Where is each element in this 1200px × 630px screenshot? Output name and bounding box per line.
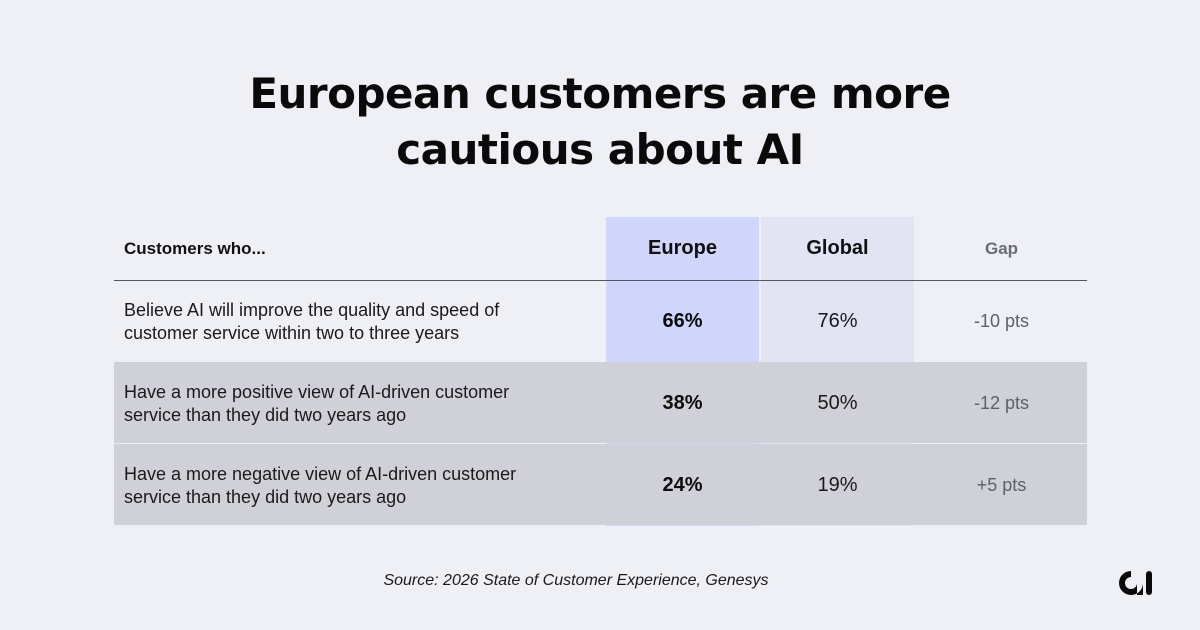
row-label: Believe AI will improve the quality and …: [124, 281, 594, 362]
header-europe: Europe: [648, 237, 717, 259]
source-note: Source: 2026 State of Customer Experienc…: [383, 572, 769, 589]
row-label-line-1: Have a more negative view of AI-driven c…: [124, 463, 517, 484]
row-divider: [114, 444, 1087, 525]
global-value: 50%: [817, 392, 858, 414]
header-gap: Gap: [984, 238, 1019, 258]
title-line-2: cautious about AI: [396, 125, 804, 174]
europe-value: 66%: [662, 310, 703, 332]
global-value: 76%: [817, 310, 858, 332]
genesys-logo-icon: [1119, 571, 1152, 595]
global-value: 19%: [817, 474, 858, 496]
comparison-table: Customers who... Europe Global Gap Belie…: [114, 217, 1087, 526]
row-label-line-2: service than they did two years ago: [124, 486, 407, 507]
header-customers-who: Customers who...: [124, 238, 266, 258]
header-divider: [114, 280, 1087, 281]
europe-value: 24%: [662, 474, 703, 496]
row-label-line-2: service than they did two years ago: [124, 404, 407, 425]
page-title: European customers are more cautious abo…: [0, 66, 1200, 178]
row-label: Have a more positive view of AI-driven c…: [124, 363, 594, 444]
header-global: Global: [806, 237, 869, 259]
row-divider: [114, 362, 1087, 443]
gap-value: -10 pts: [973, 311, 1030, 331]
table-row: Have a more negative view of AI-driven c…: [114, 445, 1087, 526]
row-label-line-2: customer service within two to three yea…: [124, 322, 460, 343]
row-label-line-1: Believe AI will improve the quality and …: [124, 299, 500, 320]
row-label-line-1: Have a more positive view of AI-driven c…: [124, 381, 510, 402]
table-row: Have a more positive view of AI-driven c…: [114, 363, 1087, 444]
table-row: Believe AI will improve the quality and …: [114, 281, 1087, 362]
row-label: Have a more negative view of AI-driven c…: [124, 445, 594, 526]
title-line-1: European customers are more: [249, 69, 951, 118]
europe-value: 38%: [662, 392, 703, 414]
gap-value: -12 pts: [973, 393, 1030, 413]
gap-value: +5 pts: [976, 475, 1027, 495]
